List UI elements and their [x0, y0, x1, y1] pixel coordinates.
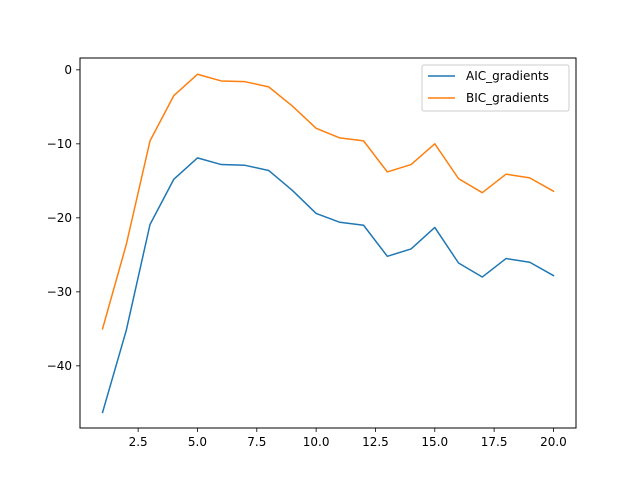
legend: AIC_gradients BIC_gradients	[421, 64, 570, 112]
y-axis: 0 −10 −20 −30 −40	[47, 63, 80, 373]
x-tick-label: 17.5	[481, 435, 508, 449]
x-tick-label: 15.0	[421, 435, 448, 449]
series-line-bic-gradients	[101, 73, 555, 330]
x-tick-label: 10.0	[303, 435, 330, 449]
legend-label: BIC_gradients	[466, 91, 549, 105]
legend-box	[421, 64, 570, 112]
x-tick-label: 20.0	[540, 435, 567, 449]
y-tick-label: 0	[64, 63, 72, 77]
y-tick-label: −20	[47, 211, 72, 225]
series-line-aic-gradients	[101, 157, 555, 414]
y-tick-label: −30	[47, 285, 72, 299]
x-tick-label: 5.0	[188, 435, 207, 449]
y-tick-label: −10	[47, 137, 72, 151]
x-tick-label: 2.5	[129, 435, 148, 449]
x-tick-label: 7.5	[247, 435, 266, 449]
series-layer	[101, 73, 555, 414]
y-tick-label: −40	[47, 359, 72, 373]
plot-frame	[79, 57, 577, 429]
x-axis: 2.5 5.0 7.5 10.0 12.5 15.0 17.5 20.0	[129, 428, 567, 449]
legend-label: AIC_gradients	[466, 69, 549, 83]
x-tick-label: 12.5	[362, 435, 389, 449]
